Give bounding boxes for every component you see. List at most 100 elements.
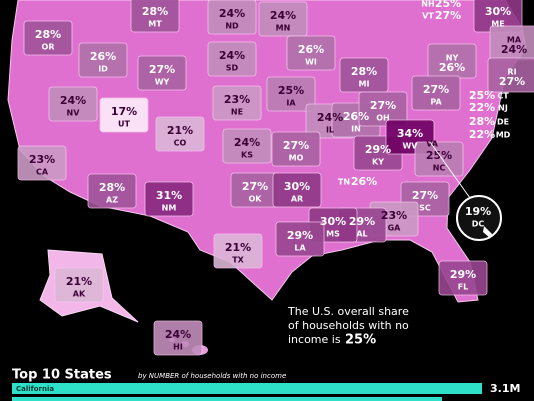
state-share: 17% (111, 105, 137, 118)
state-share: 24% (165, 328, 191, 341)
state-abbr: NH (421, 0, 434, 9)
state-region (23, 20, 73, 56)
state-share: 25% (435, 0, 461, 10)
state-share: 25% (469, 89, 495, 102)
state-share: 25% (278, 84, 304, 97)
state-share: 29% (349, 215, 375, 228)
state-abbr: WY (155, 78, 170, 87)
state-abbr: IN (351, 125, 361, 134)
state-region (137, 55, 187, 91)
state-abbr: MI (359, 80, 370, 89)
state-share: 24% (234, 136, 260, 149)
state-share: 31% (156, 189, 182, 202)
state-region (130, 0, 180, 33)
ranking-title: Top 10 States (12, 368, 112, 383)
state-region (99, 97, 149, 133)
state-abbr: KY (372, 158, 384, 167)
state-abbr: MN (276, 24, 291, 33)
ranking-panel (0, 360, 534, 401)
state-abbr: TX (232, 256, 244, 265)
state-share: 24% (501, 43, 527, 56)
state-abbr: WI (305, 58, 317, 67)
ranking-subtitle: by NUMBER of households with no income (138, 372, 286, 380)
state-region (266, 76, 316, 112)
note-line: of households with no (288, 319, 409, 332)
state-share: 24% (270, 9, 296, 22)
state-abbr: CT (497, 92, 509, 101)
state-share: 29% (450, 268, 476, 281)
state-region (87, 173, 137, 209)
bar-value: 3.1M (490, 382, 520, 395)
state-share: 28% (99, 181, 125, 194)
state-abbr: KS (241, 151, 253, 160)
state-share: 29% (365, 143, 391, 156)
state-region (271, 131, 321, 167)
state-abbr: LA (294, 244, 306, 253)
state-abbr: MD (496, 131, 511, 140)
state-share: 23% (224, 93, 250, 106)
state-abbr: MS (326, 230, 340, 239)
state-abbr: ME (491, 20, 504, 29)
state-region (17, 145, 67, 181)
state-abbr: AK (73, 290, 86, 299)
state-abbr: AR (291, 195, 303, 204)
state-share: 21% (167, 124, 193, 137)
state-abbr: GA (388, 224, 402, 233)
state-share: 21% (66, 275, 92, 288)
state-abbr: PA (430, 98, 442, 107)
bar (12, 383, 482, 394)
state-share: 23% (29, 153, 55, 166)
state-share: 24% (219, 7, 245, 20)
state-region (286, 35, 336, 71)
state-abbr: SC (419, 204, 431, 213)
state-share: 28% (142, 5, 168, 18)
state-share: 26% (439, 61, 465, 74)
state-share: 29% (287, 229, 313, 242)
state-share: 27% (370, 99, 396, 112)
state-abbr: NE (231, 108, 243, 117)
state-share: 24% (60, 94, 86, 107)
dc-abbr: DC (472, 220, 485, 229)
state-region (212, 85, 262, 121)
state-abbr: MA (507, 36, 522, 45)
state-share: 27% (149, 63, 175, 76)
state-share: 22% (469, 101, 495, 114)
state-abbr: VT (422, 12, 434, 21)
state-abbr: AZ (106, 196, 118, 205)
state-region (358, 91, 408, 127)
state-abbr: RI (507, 68, 516, 77)
state-abbr: OK (249, 195, 263, 204)
state-region (275, 221, 325, 257)
state-share: 24% (317, 111, 343, 124)
state-abbr: OR (42, 43, 55, 52)
state-abbr: NC (433, 164, 446, 173)
state-share: 30% (485, 5, 511, 18)
state-abbr: IL (326, 126, 334, 135)
state-share: 26% (351, 175, 377, 188)
state-region (78, 42, 128, 78)
state-share: 28% (351, 65, 377, 78)
state-abbr: VA (426, 140, 439, 149)
state-share: 28% (35, 28, 61, 41)
state-abbr: WV (402, 142, 418, 151)
state-region (222, 128, 272, 164)
state-region (438, 260, 488, 296)
state-region (272, 172, 322, 208)
state-region (48, 86, 98, 122)
state-region (213, 233, 263, 269)
state-abbr: TN (338, 178, 350, 187)
state-share: 27% (435, 9, 461, 22)
state-abbr: CO (174, 139, 187, 148)
state-abbr: FL (458, 283, 469, 292)
note-line: The U.S. overall share (287, 305, 409, 318)
state-share: 24% (219, 49, 245, 62)
state-share: 21% (225, 241, 251, 254)
state-region (207, 0, 257, 35)
bar-state: California (16, 385, 54, 393)
state-region (258, 1, 308, 37)
state-region (155, 116, 205, 152)
state-region (414, 141, 464, 177)
state-share: 27% (242, 180, 268, 193)
state-abbr: ND (225, 22, 239, 31)
